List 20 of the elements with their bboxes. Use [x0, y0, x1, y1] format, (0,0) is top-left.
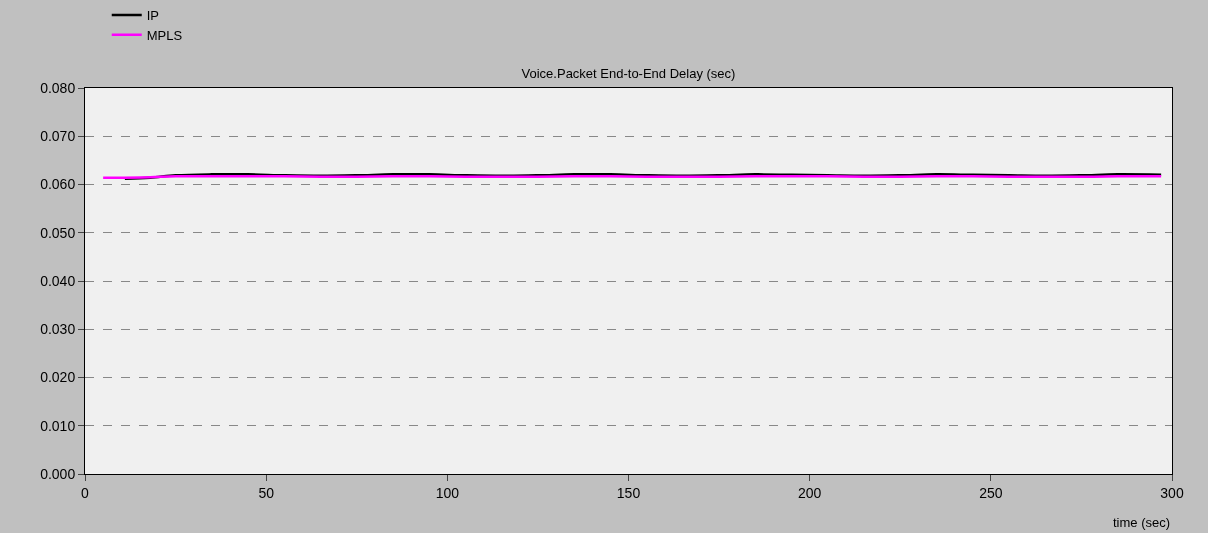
- y-tick-label: 0.020: [40, 369, 76, 386]
- y-tick-label: 0.060: [40, 176, 76, 193]
- y-tick-label: 0.070: [40, 128, 76, 145]
- x-tick-label: 200: [797, 484, 822, 501]
- y-tick-label: 0.080: [40, 79, 76, 96]
- x-tick-label: 250: [979, 484, 1003, 501]
- legend-label: IP: [146, 8, 160, 24]
- x-axis-title: time (sec): [1113, 515, 1171, 530]
- legend-label: MPLS: [146, 27, 183, 43]
- y-tick-label: 0.010: [40, 417, 76, 434]
- y-tick-label: 0.050: [40, 224, 76, 241]
- x-tick-label: 100: [435, 484, 460, 501]
- chart-title: Voice.Packet End-to-End Delay (sec): [521, 66, 736, 81]
- x-tick-label: 0: [81, 484, 90, 501]
- x-tick-label: 150: [616, 484, 641, 501]
- y-tick-label: 0.040: [40, 272, 76, 289]
- x-tick-label: 50: [258, 484, 275, 501]
- y-tick-label: 0.000: [40, 465, 76, 482]
- y-tick-label: 0.030: [40, 321, 76, 338]
- x-tick-label: 300: [1160, 484, 1184, 501]
